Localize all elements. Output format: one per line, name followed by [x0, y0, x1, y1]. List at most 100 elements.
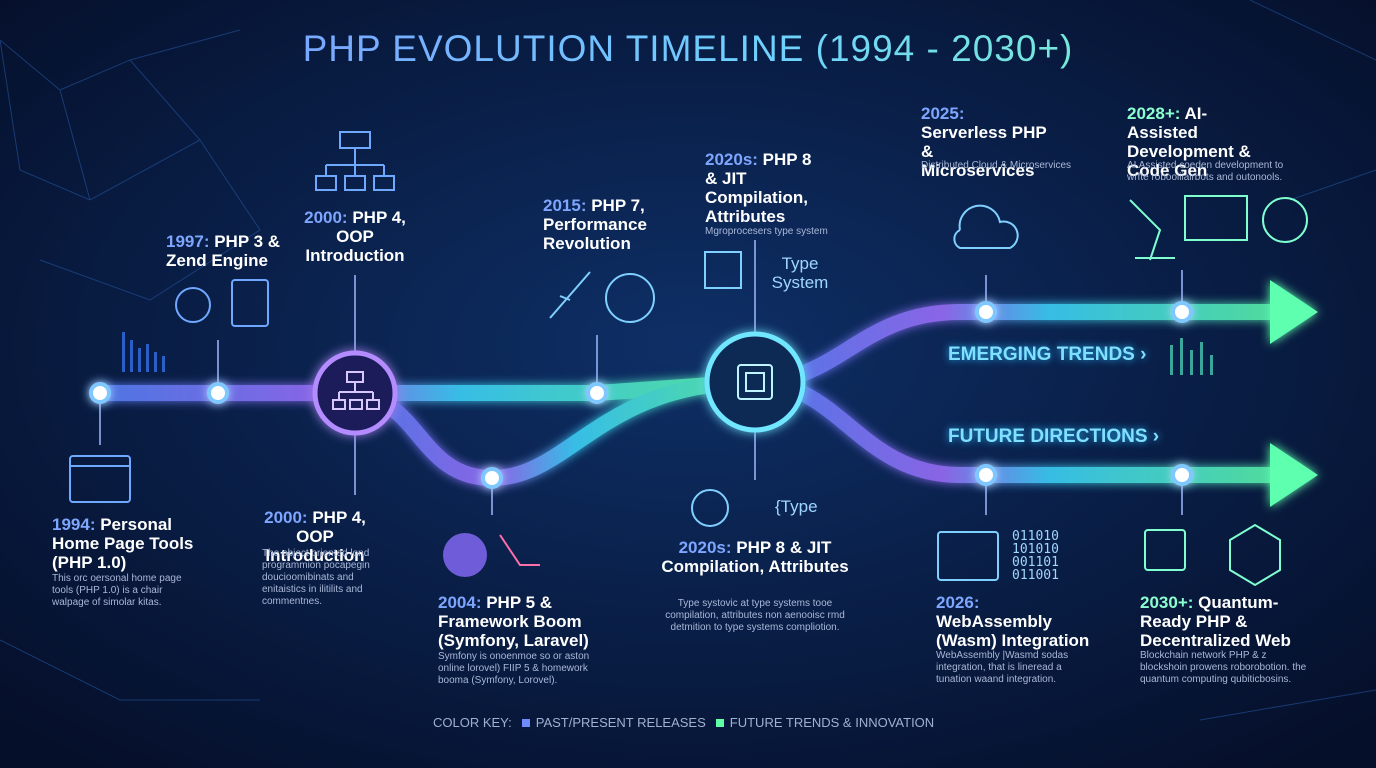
label: Quantum-Ready PHP & Decentralized Web [1140, 593, 1291, 650]
color-key: COLOR KEY: PAST/PRESENT RELEASES FUTURE … [433, 715, 934, 730]
label: PHP 3 & Zend Engine [166, 232, 281, 270]
graphic [231, 279, 269, 327]
graphic [975, 464, 997, 486]
year: 1994: [52, 515, 96, 534]
milestone: 2030+: Quantum-Ready PHP & Decentralized… [1140, 593, 1310, 650]
icon-label: {Type [775, 497, 818, 516]
graphic [1144, 529, 1186, 571]
milestone: 2020s: PHP 8 & JIT Compilation, Attribut… [645, 538, 865, 576]
swatch [715, 719, 724, 727]
year: 2025: [921, 104, 965, 123]
year: 2000: [304, 208, 348, 227]
description: Distributed Cloud & Microservices [921, 160, 1072, 171]
graphic [549, 271, 591, 319]
graphic [975, 301, 997, 323]
graphic [1171, 301, 1193, 323]
year: 2026: [936, 593, 980, 612]
graphic [1180, 338, 1183, 375]
milestone: 2026: WebAssembly (Wasm) Integration [936, 593, 1096, 650]
label: PHP 4, OOP Introduction [265, 508, 366, 565]
label: PHP 7, Performance Revolution [543, 196, 647, 253]
description: This orc oersonal home page tools (PHP 1… [52, 573, 182, 608]
milestone: 2000: PHP 4, OOP Introduction [245, 508, 385, 565]
graphic [953, 204, 1019, 249]
year: 2028+: [1127, 104, 1181, 123]
graphic [1171, 464, 1193, 486]
icon-label: 011010 101010 001101 011001 [1012, 529, 1059, 583]
graphic [207, 382, 229, 404]
graphic [1210, 355, 1213, 375]
graphic [138, 348, 141, 372]
graphic [122, 332, 125, 372]
graphic [737, 364, 773, 400]
label: PHP 4, OOP Introduction [305, 208, 406, 265]
graphic [146, 344, 149, 372]
milestone: 2020s: PHP 8 & JIT Compilation, Attribut… [705, 150, 815, 226]
hub-icons [332, 364, 773, 410]
graphic [481, 467, 503, 489]
graphic [1129, 199, 1175, 261]
swatch [521, 719, 530, 727]
description: AI Assisted coeden development to wrfte … [1127, 160, 1284, 183]
nodes [89, 301, 1193, 489]
graphic [0, 0, 1376, 721]
graphic [89, 382, 111, 404]
graphic [704, 251, 742, 289]
icon-label: Type System [771, 254, 829, 292]
graphic [338, 382, 374, 400]
year: 2030+: [1140, 593, 1194, 612]
graphic [1200, 342, 1203, 375]
graphic [499, 534, 540, 566]
label: WebAssembly (Wasm) Integration [936, 612, 1090, 650]
color-key-item: FUTURE TRENDS & INNOVATION [715, 715, 935, 730]
graphic [1262, 197, 1308, 243]
network-decoration [0, 0, 1376, 721]
hub-node-2020 [704, 331, 806, 433]
color-key-title: COLOR KEY: [433, 715, 512, 730]
graphic [1190, 350, 1193, 375]
graphic [325, 148, 385, 176]
icons [69, 131, 1308, 587]
graphic [175, 287, 211, 323]
graphic [162, 356, 165, 372]
graphic [347, 374, 763, 487]
milestone: 2000: PHP 4, OOP Introduction [300, 208, 410, 265]
equalizer-decoration [122, 332, 1213, 375]
description: WebAssembly |Wasmd sodas integration, th… [936, 650, 1069, 685]
branch-label: EMERGING TRENDS › [948, 344, 1147, 365]
label: PHP 8 & JIT Compilation, Attributes [705, 150, 812, 226]
label: Personal Home Page Tools (PHP 1.0) [52, 515, 194, 572]
label: PAST/PRESENT RELEASES [535, 715, 706, 730]
graphic [1270, 280, 1318, 344]
year: 2020s: [705, 150, 758, 169]
graphic [691, 489, 729, 527]
graphic [937, 531, 999, 581]
graphic [349, 399, 363, 410]
label: PHP 8 & JIT Compilation, Attributes [661, 538, 849, 576]
year: 1997: [166, 232, 210, 251]
graphic [0, 29, 261, 301]
graphic [130, 340, 133, 372]
graphic [1270, 443, 1318, 507]
milestone: 1994: Personal Home Page Tools (PHP 1.0) [52, 515, 202, 572]
milestone: 2028+: AI-Assisted Development & Code Ge… [1127, 104, 1277, 180]
label: FUTURE TRENDS & INNOVATION [729, 715, 935, 730]
color-key-item: PAST/PRESENT RELEASES [521, 715, 706, 730]
arrowheads [1270, 280, 1318, 507]
graphic [1184, 195, 1248, 241]
title: PHP EVOLUTION TIMELINE (1994 - 2030+) [0, 28, 1376, 70]
graphic [605, 273, 655, 323]
label: PHP 5 & Framework Boom (Symfony, Laravel… [438, 593, 589, 650]
milestone: 2015: PHP 7, Performance Revolution [543, 196, 653, 253]
year: 2015: [543, 196, 587, 215]
branch-label: FUTURE DIRECTIONS › [948, 426, 1160, 447]
description: Mgroprocesers type system [705, 226, 828, 237]
label: Serverless PHP & Microservices [921, 123, 1047, 180]
description: Blockchain network PHP & z blockshoin pr… [1140, 650, 1307, 685]
milestone: 2025: Serverless PHP & Microservices [921, 104, 1051, 180]
milestone: 1997: PHP 3 & Zend Engine [166, 232, 286, 270]
graphic [69, 455, 131, 503]
label: AI-Assisted Development & Code Gen [1127, 104, 1251, 180]
